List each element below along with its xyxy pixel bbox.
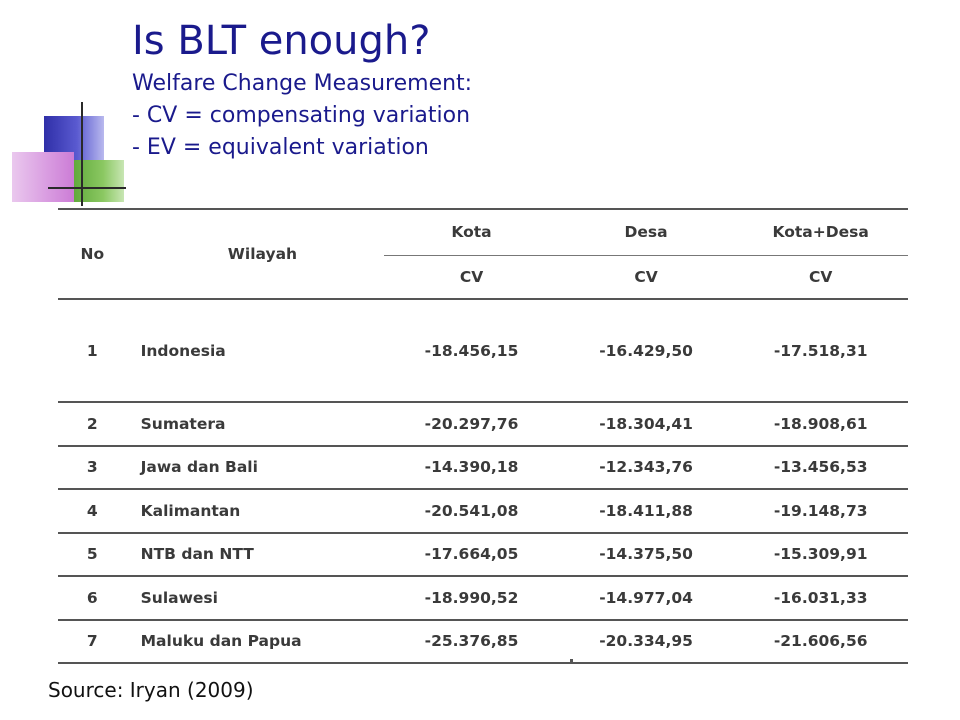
- row-no: 7: [86, 632, 98, 651]
- source-citation: Source: Iryan (2009): [48, 678, 254, 702]
- row-wilayah: Indonesia: [140, 341, 226, 360]
- row-wilayah: Maluku dan Papua: [140, 632, 302, 651]
- row-desa-cv: -12.343,76: [599, 458, 693, 477]
- cv-table-wrapper: No Wilayah Kota Desa Kota+Desa CV CV CV …: [58, 208, 908, 664]
- row-no: 6: [86, 588, 98, 607]
- row-desa-cv: -18.411,88: [599, 501, 693, 520]
- header-desa-cv: CV: [634, 267, 658, 286]
- row-no: 3: [86, 458, 98, 477]
- header-no: No: [80, 245, 105, 263]
- green-square-decoration: [72, 160, 124, 202]
- row-kota-cv: -25.376,85: [424, 632, 519, 651]
- table-row: 4 Kalimantan -20.541,08 -18.411,88 -19.1…: [58, 489, 908, 533]
- slide-title: Is BLT enough?: [132, 18, 431, 64]
- horizontal-line-decoration: [48, 187, 126, 189]
- row-no: 5: [86, 545, 98, 564]
- row-wilayah: Sulawesi: [140, 588, 218, 607]
- row-desa-cv: -14.375,50: [599, 545, 693, 564]
- row-no: 4: [86, 501, 98, 520]
- table-row: 2 Sumatera -20.297,76 -18.304,41 -18.908…: [58, 402, 908, 446]
- row-kota-cv: -17.664,05: [424, 545, 519, 564]
- row-wilayah: NTB dan NTT: [140, 545, 254, 564]
- header-kota-desa: Kota+Desa: [733, 209, 908, 256]
- subtitle-line-2: - CV = compensating variation: [132, 103, 471, 128]
- row-wilayah: Kalimantan: [140, 501, 241, 520]
- cv-table: No Wilayah Kota Desa Kota+Desa CV CV CV …: [58, 208, 908, 664]
- subtitle-line-3: - EV = equivalent variation: [132, 135, 429, 160]
- decorative-squares: [0, 0, 130, 210]
- row-kota-cv: -20.541,08: [424, 501, 519, 520]
- row-wilayah: Sumatera: [140, 414, 226, 433]
- table-row: 3 Jawa dan Bali -14.390,18 -12.343,76 -1…: [58, 446, 908, 489]
- header-kota-desa-cv: CV: [808, 267, 833, 286]
- row-kota-cv: -14.390,18: [424, 458, 519, 477]
- row-desa-cv: -18.304,41: [599, 414, 693, 433]
- table-row: 1 Indonesia -18.456,15 -16.429,50 -17.51…: [58, 299, 908, 402]
- row-kota-desa-cv: -17.518,31: [773, 341, 868, 360]
- row-kota-desa-cv: -19.148,73: [773, 501, 868, 520]
- row-kota-cv: -18.456,15: [424, 341, 519, 360]
- table-row: 7 Maluku dan Papua -25.376,85 -20.334,95…: [58, 620, 908, 663]
- row-desa-cv: -20.334,95: [599, 632, 693, 651]
- subtitle-line-1: Welfare Change Measurement:: [132, 71, 473, 96]
- vertical-line-decoration: [81, 102, 83, 206]
- row-wilayah: Jawa dan Bali: [140, 458, 258, 477]
- row-kota-desa-cv: -21.606,56: [773, 632, 868, 651]
- row-no: 1: [86, 341, 98, 360]
- row-kota-desa-cv: -18.908,61: [773, 414, 868, 433]
- title-block: Is BLT enough? Welfare Change Measuremen…: [132, 14, 472, 164]
- header-kota: Kota: [384, 209, 559, 256]
- header-wilayah: Wilayah: [227, 245, 298, 263]
- header-desa: Desa: [558, 209, 734, 256]
- row-no: 2: [86, 414, 98, 433]
- pink-square-decoration: [12, 152, 74, 202]
- row-kota-desa-cv: -15.309,91: [773, 545, 868, 564]
- table-row: 6 Sulawesi -18.990,52 -14.977,04 -16.031…: [58, 576, 908, 620]
- row-kota-desa-cv: -16.031,33: [773, 588, 868, 607]
- row-kota-cv: -18.990,52: [424, 588, 519, 607]
- stray-dot-decoration: [570, 659, 573, 662]
- row-kota-desa-cv: -13.456,53: [773, 458, 868, 477]
- row-desa-cv: -16.429,50: [599, 341, 693, 360]
- header-kota-cv: CV: [459, 267, 484, 286]
- row-desa-cv: -14.977,04: [599, 588, 693, 607]
- row-kota-cv: -20.297,76: [424, 414, 519, 433]
- table-row: 5 NTB dan NTT -17.664,05 -14.375,50 -15.…: [58, 533, 908, 576]
